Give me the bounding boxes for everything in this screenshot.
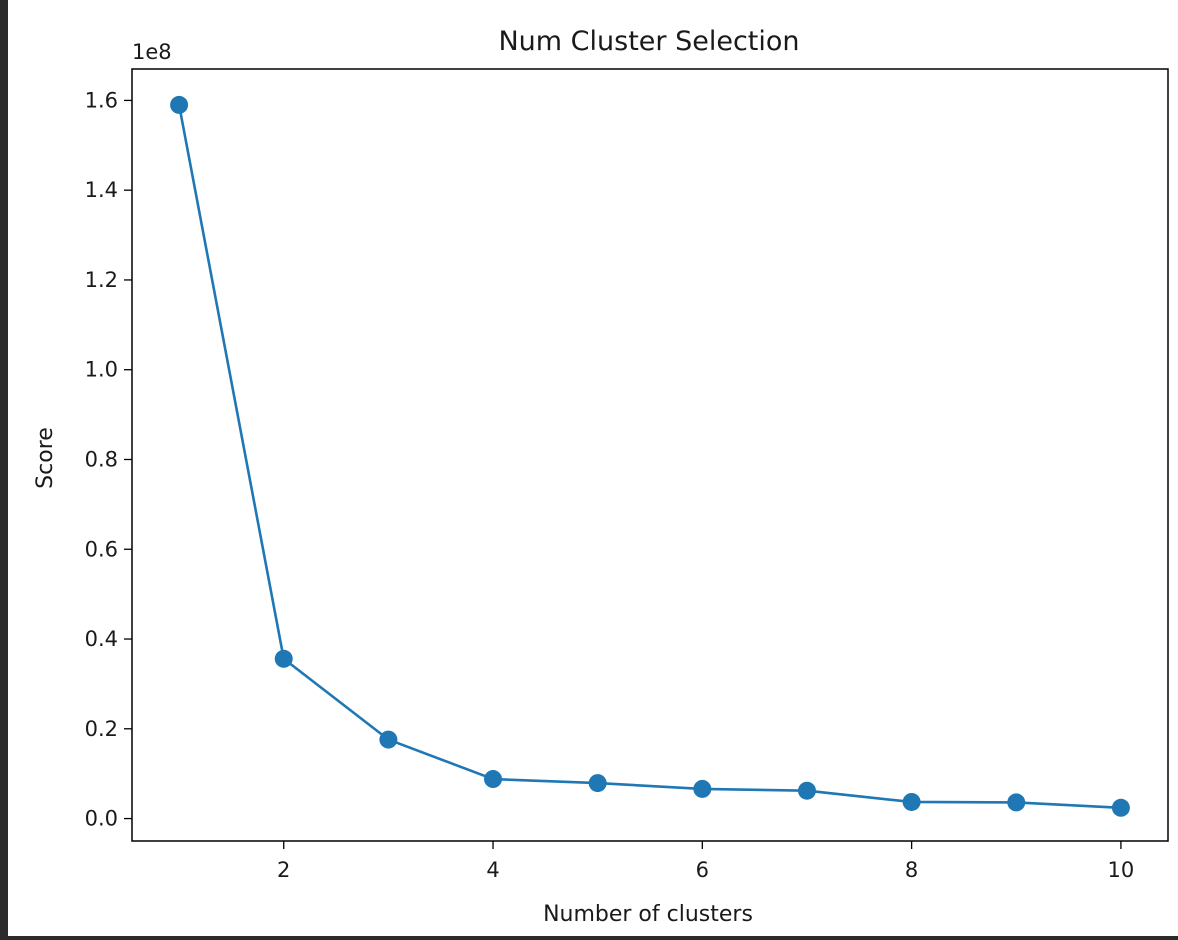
data-point — [484, 770, 503, 789]
chart-title: Num Cluster Selection — [498, 26, 799, 57]
data-point — [902, 792, 921, 811]
x-axis-label: Number of clusters — [543, 902, 753, 927]
figure: Num Cluster Selection 1e8 Number of clus… — [8, 0, 1178, 936]
x-tick-label: 4 — [486, 858, 499, 882]
y-tick-label: 0.4 — [85, 627, 118, 651]
plot-frame — [131, 68, 1169, 842]
data-point — [379, 730, 398, 749]
y-tick-label: 0.2 — [85, 717, 118, 741]
x-tick-label: 10 — [1108, 858, 1135, 882]
data-point — [274, 649, 293, 668]
data-point — [170, 95, 189, 114]
x-tick-label: 2 — [277, 858, 290, 882]
data-point — [797, 781, 816, 800]
x-tick-label: 6 — [696, 858, 709, 882]
data-point — [693, 779, 712, 798]
y-tick-label: 0.8 — [85, 447, 118, 471]
y-tick-label: 0.6 — [85, 537, 118, 561]
y-tick-label: 1.2 — [85, 268, 118, 292]
y-tick-label: 1.0 — [85, 358, 118, 382]
y-axis-offset-label: 1e8 — [132, 40, 172, 64]
series-layer — [170, 95, 1130, 817]
y-axis-label: Score — [33, 427, 58, 489]
y-tick-label: 1.4 — [85, 178, 118, 202]
y-tick-label: 1.6 — [85, 88, 118, 112]
data-point — [1111, 798, 1130, 817]
data-point — [1007, 793, 1026, 812]
ticks-layer: 2 4 6 8 10 0.0 0.2 0.4 0.6 0.8 1.0 1.2 1.4 1.6 — [85, 88, 1135, 882]
series-line — [177, 104, 1121, 810]
chart-svg: Num Cluster Selection 1e8 Number of clus… — [33, 26, 1169, 927]
y-tick-label: 0.0 — [85, 807, 118, 831]
data-point — [588, 774, 607, 793]
x-tick-label: 8 — [905, 858, 918, 882]
